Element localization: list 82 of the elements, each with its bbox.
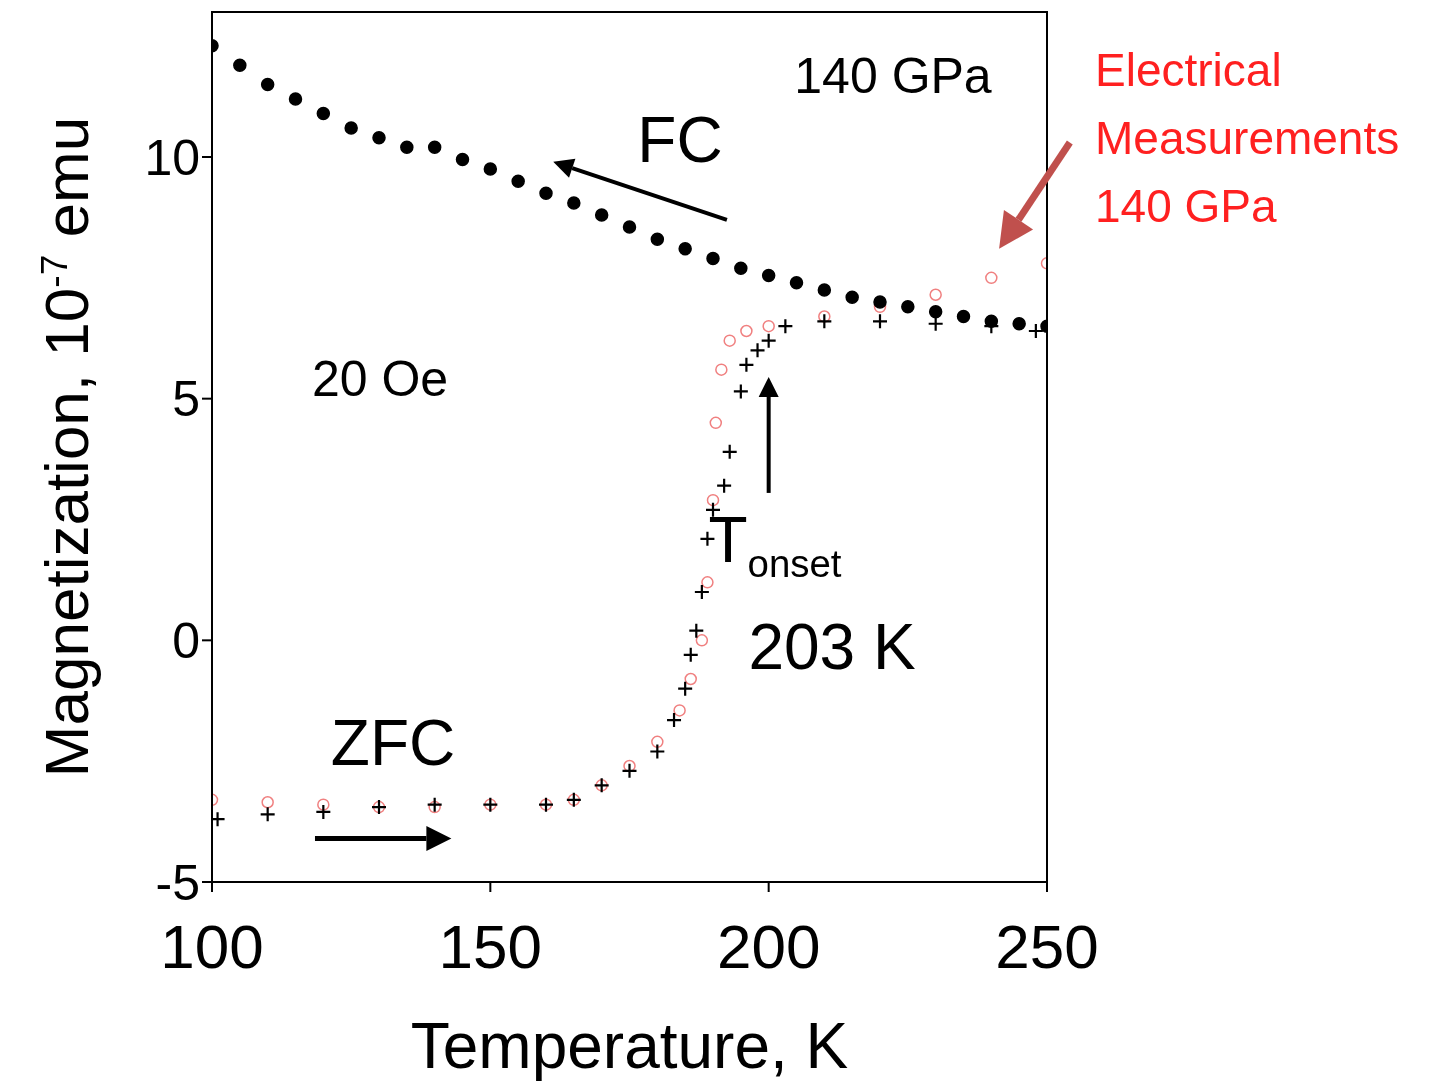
point xyxy=(665,711,683,729)
point xyxy=(818,310,831,323)
y-tick-label: 5 xyxy=(172,371,200,428)
point xyxy=(721,443,738,460)
point xyxy=(715,363,728,376)
annotation: 203 K xyxy=(748,610,916,683)
point xyxy=(372,130,386,145)
point xyxy=(622,220,637,234)
point xyxy=(723,334,736,347)
point xyxy=(539,186,553,200)
point xyxy=(738,356,755,373)
point xyxy=(734,261,748,275)
point xyxy=(673,704,686,717)
y-tick-label: -5 xyxy=(155,854,200,911)
point xyxy=(427,140,442,155)
point xyxy=(789,275,804,290)
point xyxy=(483,162,498,176)
point xyxy=(845,290,859,304)
annotation: ZFC xyxy=(330,706,456,779)
point xyxy=(688,622,705,639)
annotation: T$_{onset}$ xyxy=(708,503,842,585)
point xyxy=(317,798,330,811)
point xyxy=(233,58,247,72)
point xyxy=(704,501,722,518)
point xyxy=(594,208,609,222)
point xyxy=(678,242,692,256)
point xyxy=(400,140,414,155)
x-axis-title: Temperature, K xyxy=(410,1010,849,1082)
point xyxy=(260,77,275,92)
point xyxy=(816,313,833,330)
point xyxy=(760,332,777,349)
point xyxy=(929,288,942,301)
point xyxy=(649,743,666,760)
point xyxy=(651,735,664,749)
point xyxy=(315,803,332,821)
point xyxy=(762,319,775,333)
text: Electrical Measurements 140 GPa xyxy=(1095,44,1400,232)
point xyxy=(817,283,832,297)
point xyxy=(695,634,709,647)
point xyxy=(1027,322,1044,340)
point xyxy=(716,477,733,494)
point xyxy=(261,796,274,809)
point xyxy=(693,583,710,601)
point xyxy=(740,324,753,338)
point xyxy=(259,806,276,823)
point xyxy=(709,416,723,430)
x-tick-label: 250 xyxy=(995,912,1099,982)
point xyxy=(621,762,638,779)
point xyxy=(426,796,443,813)
point xyxy=(761,268,776,283)
annotation: 140 GPa xyxy=(794,48,992,105)
point xyxy=(682,646,699,663)
point xyxy=(1012,317,1026,331)
annotation: FC xyxy=(637,103,723,176)
point xyxy=(706,251,720,266)
point xyxy=(677,680,694,697)
x-tick-label: 200 xyxy=(716,912,821,982)
point xyxy=(956,309,971,324)
annotation: 20 Oe xyxy=(311,351,449,408)
point xyxy=(873,295,887,309)
point xyxy=(428,800,441,814)
point xyxy=(701,576,714,589)
point xyxy=(871,313,889,330)
point xyxy=(928,304,943,319)
point xyxy=(901,300,915,314)
point xyxy=(455,152,470,167)
point xyxy=(567,196,581,210)
x-tick-label: 100 xyxy=(160,912,264,982)
point xyxy=(985,271,998,285)
point xyxy=(732,383,749,400)
point xyxy=(706,493,720,507)
point xyxy=(316,106,331,121)
point xyxy=(777,318,794,335)
point xyxy=(511,174,525,188)
point xyxy=(288,92,303,106)
y-tick-label: 0 xyxy=(172,613,200,670)
point xyxy=(344,121,358,135)
point xyxy=(684,672,697,686)
y-tick-label: 10 xyxy=(144,129,200,186)
point xyxy=(650,232,665,246)
x-tick-label: 150 xyxy=(438,912,543,982)
point xyxy=(749,342,766,359)
